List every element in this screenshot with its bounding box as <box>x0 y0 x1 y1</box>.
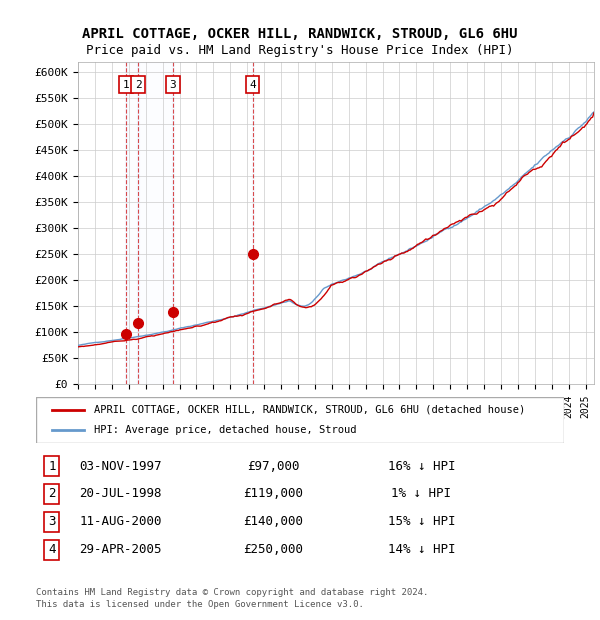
Text: 14% ↓ HPI: 14% ↓ HPI <box>388 543 455 556</box>
Text: £97,000: £97,000 <box>247 459 300 472</box>
Bar <box>126 62 138 384</box>
Text: 29-APR-2005: 29-APR-2005 <box>79 543 162 556</box>
Text: Price paid vs. HM Land Registry's House Price Index (HPI): Price paid vs. HM Land Registry's House … <box>86 45 514 57</box>
Text: APRIL COTTAGE, OCKER HILL, RANDWICK, STROUD, GL6 6HU (detached house): APRIL COTTAGE, OCKER HILL, RANDWICK, STR… <box>94 405 526 415</box>
Text: 1: 1 <box>48 459 56 472</box>
Text: 4: 4 <box>250 79 256 89</box>
Text: 4: 4 <box>48 543 56 556</box>
Text: 1: 1 <box>122 79 130 89</box>
FancyBboxPatch shape <box>36 397 564 443</box>
Bar <box>138 62 173 384</box>
Bar <box>137 62 139 384</box>
Text: 16% ↓ HPI: 16% ↓ HPI <box>388 459 455 472</box>
Bar <box>125 62 127 384</box>
Text: 03-NOV-1997: 03-NOV-1997 <box>79 459 162 472</box>
Text: 15% ↓ HPI: 15% ↓ HPI <box>388 515 455 528</box>
Text: Contains HM Land Registry data © Crown copyright and database right 2024.: Contains HM Land Registry data © Crown c… <box>36 588 428 596</box>
Text: 11-AUG-2000: 11-AUG-2000 <box>79 515 162 528</box>
Text: 20-JUL-1998: 20-JUL-1998 <box>79 487 162 500</box>
Text: 3: 3 <box>170 79 176 89</box>
Bar <box>252 62 254 384</box>
Text: £140,000: £140,000 <box>244 515 304 528</box>
Text: This data is licensed under the Open Government Licence v3.0.: This data is licensed under the Open Gov… <box>36 600 364 609</box>
Text: £119,000: £119,000 <box>244 487 304 500</box>
Text: 2: 2 <box>134 79 142 89</box>
Bar <box>172 62 174 384</box>
Text: 2: 2 <box>48 487 56 500</box>
Text: £250,000: £250,000 <box>244 543 304 556</box>
Text: APRIL COTTAGE, OCKER HILL, RANDWICK, STROUD, GL6 6HU: APRIL COTTAGE, OCKER HILL, RANDWICK, STR… <box>82 27 518 41</box>
Text: 3: 3 <box>48 515 56 528</box>
Text: HPI: Average price, detached house, Stroud: HPI: Average price, detached house, Stro… <box>94 425 356 435</box>
Text: 1% ↓ HPI: 1% ↓ HPI <box>391 487 451 500</box>
